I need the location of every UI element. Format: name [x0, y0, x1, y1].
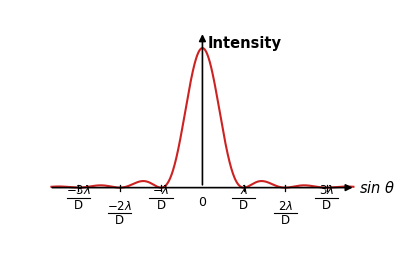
Text: D: D [74, 199, 83, 212]
Text: D: D [280, 214, 290, 227]
Text: D: D [156, 199, 166, 212]
Text: $3\lambda$: $3\lambda$ [319, 185, 334, 197]
Text: D: D [322, 199, 331, 212]
Text: sin $\theta$: sin $\theta$ [359, 180, 395, 196]
Text: $-3\lambda$: $-3\lambda$ [66, 185, 91, 197]
Text: 0: 0 [198, 196, 207, 209]
Text: $-\lambda$: $-\lambda$ [152, 185, 170, 197]
Text: D: D [115, 214, 124, 227]
Text: $\lambda$: $\lambda$ [240, 185, 248, 197]
Text: $2\lambda$: $2\lambda$ [278, 200, 293, 213]
Text: Intensity: Intensity [207, 36, 281, 51]
Text: D: D [239, 199, 248, 212]
Text: $-2\lambda$: $-2\lambda$ [107, 200, 132, 213]
